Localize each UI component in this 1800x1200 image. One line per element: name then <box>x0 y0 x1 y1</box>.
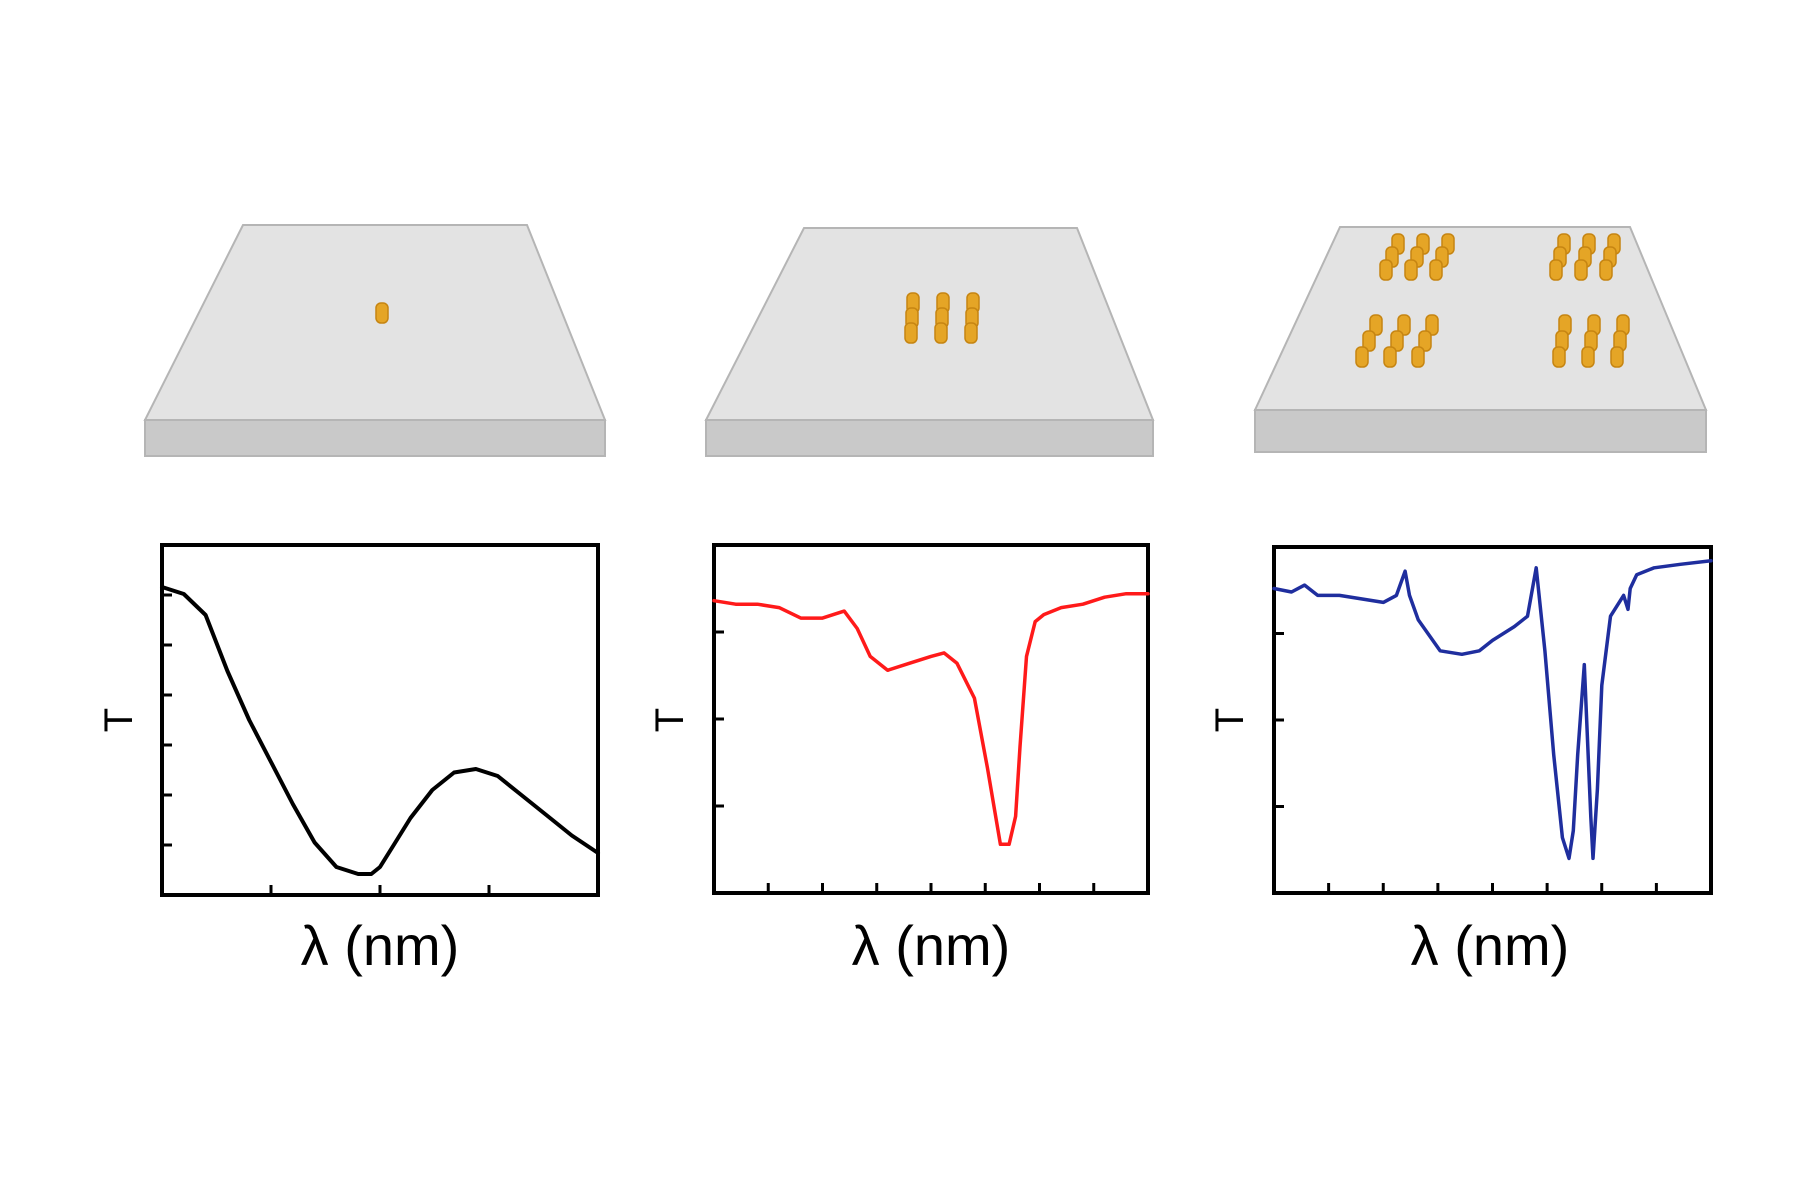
spectrum-trimer-cluster: λ (nm) T <box>648 543 1150 977</box>
plot-frame <box>1272 545 1713 895</box>
y-ticks <box>162 593 172 847</box>
nanoparticle <box>1411 346 1425 368</box>
transmission-curve <box>712 591 1150 847</box>
substrate-top-face <box>704 227 1155 421</box>
nanoparticle <box>1429 259 1443 281</box>
x-ticks <box>766 883 1096 893</box>
spectrum-single-particle: λ (nm) T <box>97 543 600 977</box>
particle-group <box>1355 233 1630 368</box>
transmission-curve <box>160 585 600 876</box>
spectrum-cluster-array: λ (nm) T <box>1208 545 1713 977</box>
y-axis-label: T <box>1208 708 1252 732</box>
nanoparticle <box>1425 314 1439 336</box>
nanoparticle <box>1552 346 1566 368</box>
x-axis-label: λ (nm) <box>301 914 460 977</box>
particle-group <box>375 302 389 324</box>
x-axis-label: λ (nm) <box>852 914 1011 977</box>
substrate-top-face <box>1253 226 1708 411</box>
nanoparticle <box>1383 346 1397 368</box>
plot-frame <box>160 543 600 897</box>
nanoparticle <box>1369 314 1383 336</box>
particle-group <box>904 292 980 344</box>
substrate-top-face <box>143 224 607 421</box>
nanoparticle <box>1549 259 1563 281</box>
y-axis-label: T <box>97 708 141 732</box>
x-ticks <box>269 885 491 895</box>
nanoparticle <box>1355 346 1369 368</box>
nanoparticle <box>375 302 389 324</box>
substrate-front-face <box>1254 409 1707 453</box>
y-ticks <box>714 630 724 808</box>
nanoparticle <box>1418 330 1432 352</box>
nanoparticle <box>1599 259 1613 281</box>
substrate-trimer-cluster <box>704 227 1155 457</box>
transmission-curve <box>1272 559 1713 861</box>
nanoparticle <box>1581 346 1595 368</box>
x-axis-label: λ (nm) <box>1411 914 1570 977</box>
nanoparticle <box>964 322 978 344</box>
substrate-front-face <box>144 419 606 457</box>
y-ticks <box>1274 632 1284 808</box>
nanoparticle <box>1610 346 1624 368</box>
nanoparticle <box>1390 330 1404 352</box>
substrate-cluster-array <box>1253 226 1708 453</box>
nanoparticle <box>934 322 948 344</box>
y-axis-label: T <box>648 708 692 732</box>
nanoparticle <box>1397 314 1411 336</box>
substrate-single-particle <box>143 224 607 457</box>
x-ticks <box>1327 883 1658 893</box>
nanoparticle <box>1574 259 1588 281</box>
plot-frame <box>712 543 1150 895</box>
nanoparticle <box>1404 259 1418 281</box>
substrate-front-face <box>705 419 1154 457</box>
nanoparticle <box>1362 330 1376 352</box>
nanoparticle <box>904 322 918 344</box>
nanoparticle <box>1379 259 1393 281</box>
